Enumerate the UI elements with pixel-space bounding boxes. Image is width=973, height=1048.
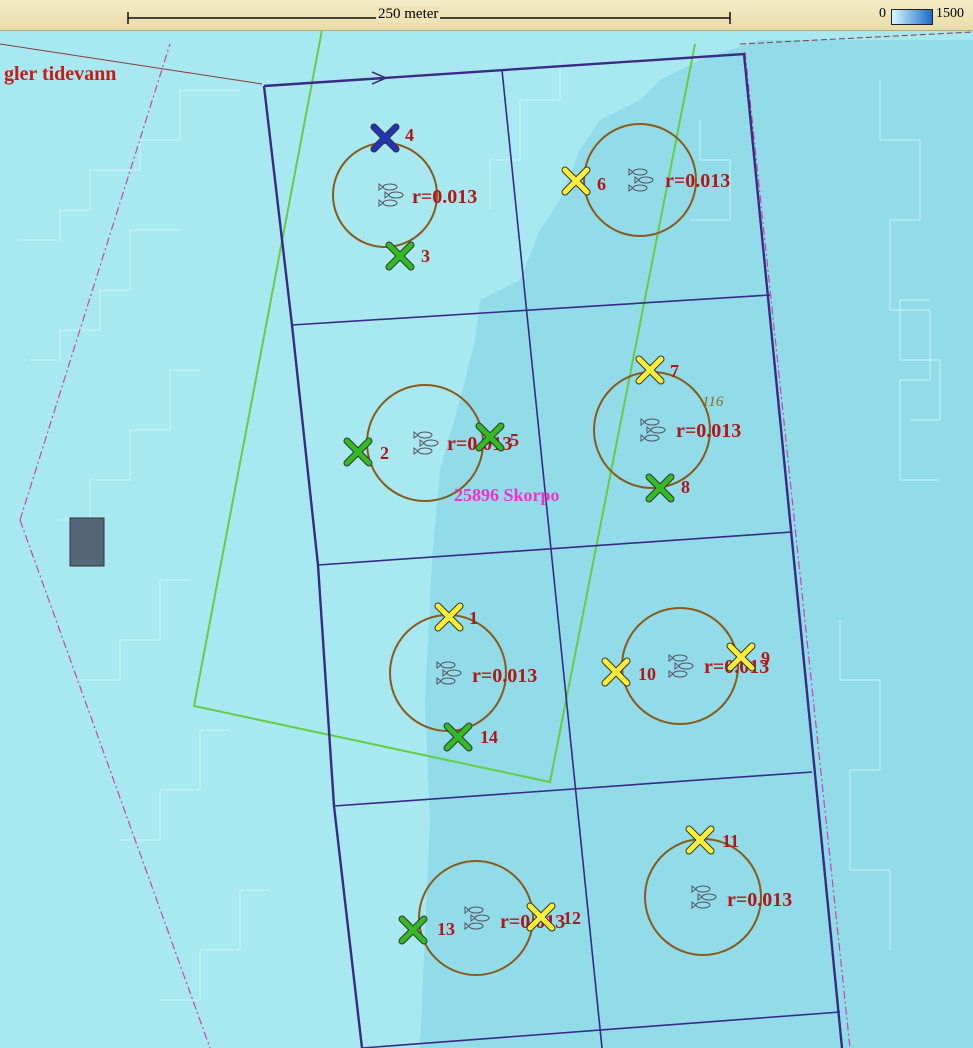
area-label: gler tidevann [4, 63, 116, 85]
scale-toolbar: 250 meter 0 1500 [0, 0, 973, 31]
x-mark-icon[interactable] [444, 723, 472, 751]
marker-label: 13 [437, 919, 455, 939]
anchor-marker-10[interactable]: 10 [601, 657, 656, 687]
cage-radius-label: r=0.013 [727, 889, 792, 911]
fish-icon [464, 906, 490, 930]
fish-icon [378, 183, 404, 207]
fish-icon [668, 654, 694, 678]
cage-ring[interactable] [418, 860, 534, 976]
anchor-marker-6[interactable]: 6 [561, 166, 606, 196]
x-mark-icon[interactable] [562, 167, 590, 195]
anchor-marker-11[interactable]: 11 [685, 825, 739, 855]
x-mark-icon[interactable] [527, 903, 555, 931]
lease-polygon [192, 29, 696, 784]
marker-label: 8 [681, 477, 690, 497]
anchor-marker-4[interactable]: 4 [370, 123, 414, 153]
anchor-marker-8[interactable]: 8 [645, 473, 690, 503]
x-mark-icon[interactable] [727, 643, 755, 671]
anchor-marker-7[interactable]: 7 [635, 355, 679, 385]
net-pen-cage[interactable]: r=0.013 [583, 123, 730, 237]
x-mark-icon[interactable] [636, 356, 664, 384]
anchor-marker-3[interactable]: 3 [385, 241, 430, 271]
scale-bar [127, 12, 731, 24]
fish-icon [628, 168, 654, 192]
marker-label: 4 [405, 125, 414, 145]
anchor-marker-2[interactable]: 2 [343, 437, 389, 467]
marker-label: 7 [670, 361, 679, 381]
fish-icon [413, 431, 439, 455]
cage-radius-label: r=0.013 [704, 656, 769, 678]
direction-arrow [371, 71, 388, 85]
x-mark-icon[interactable] [344, 438, 372, 466]
marker-label: 12 [563, 908, 581, 928]
fish-icon [691, 885, 717, 909]
frame-grid [291, 69, 841, 1048]
marker-label: 10 [638, 664, 656, 684]
legend-min: 0 [879, 6, 886, 21]
marker-label: 5 [510, 430, 519, 450]
cage-radius-label: r=0.013 [665, 170, 730, 192]
marker-label: 1 [469, 608, 478, 628]
net-pen-cage[interactable]: r=0.013 [332, 142, 477, 248]
cage-ring[interactable] [332, 142, 438, 248]
marker-label: 11 [722, 831, 739, 851]
anchor-marker-13[interactable]: 13 [398, 915, 455, 945]
legend-max: 1500 [936, 6, 964, 21]
site-label: 25896 Skorpo [454, 485, 560, 505]
marker-label: 6 [597, 174, 606, 194]
marker-label: 3 [421, 246, 430, 266]
x-mark-icon[interactable] [602, 658, 630, 686]
building [69, 517, 105, 567]
cage-radius-label: r=0.013 [412, 186, 477, 208]
cage-radius-label: r=0.013 [472, 665, 537, 687]
depth-contours [20, 60, 941, 1001]
x-mark-icon[interactable] [371, 124, 399, 152]
deep-water-zone [420, 40, 973, 1048]
top-border-line [0, 43, 263, 85]
x-mark-icon[interactable] [435, 603, 463, 631]
fish-icon [436, 661, 462, 685]
x-mark-icon[interactable] [686, 826, 714, 854]
anchor-marker-5[interactable]: 5 [475, 422, 519, 452]
top-border-line-right [739, 31, 973, 45]
marker-label: 14 [480, 727, 498, 747]
anchor-marker-1[interactable]: 1 [434, 602, 478, 632]
fish-icon [640, 418, 666, 442]
cage-radius-label: r=0.013 [676, 420, 741, 442]
cage-ring[interactable] [583, 123, 697, 237]
anchor-marker-12[interactable]: 12 [526, 902, 581, 932]
depth-label: 116 [702, 394, 724, 410]
anchor-marker-14[interactable]: 14 [443, 722, 498, 752]
marker-label: 9 [761, 648, 770, 668]
depth-legend-swatch [891, 9, 933, 25]
x-mark-icon[interactable] [386, 242, 414, 270]
x-mark-icon[interactable] [399, 916, 427, 944]
x-mark-icon[interactable] [476, 423, 504, 451]
anchor-marker-9[interactable]: 9 [726, 642, 770, 672]
zone-boundary [19, 43, 851, 1048]
x-mark-icon[interactable] [646, 474, 674, 502]
scale-label: 250 meter [376, 6, 441, 23]
marker-label: 2 [380, 443, 389, 463]
